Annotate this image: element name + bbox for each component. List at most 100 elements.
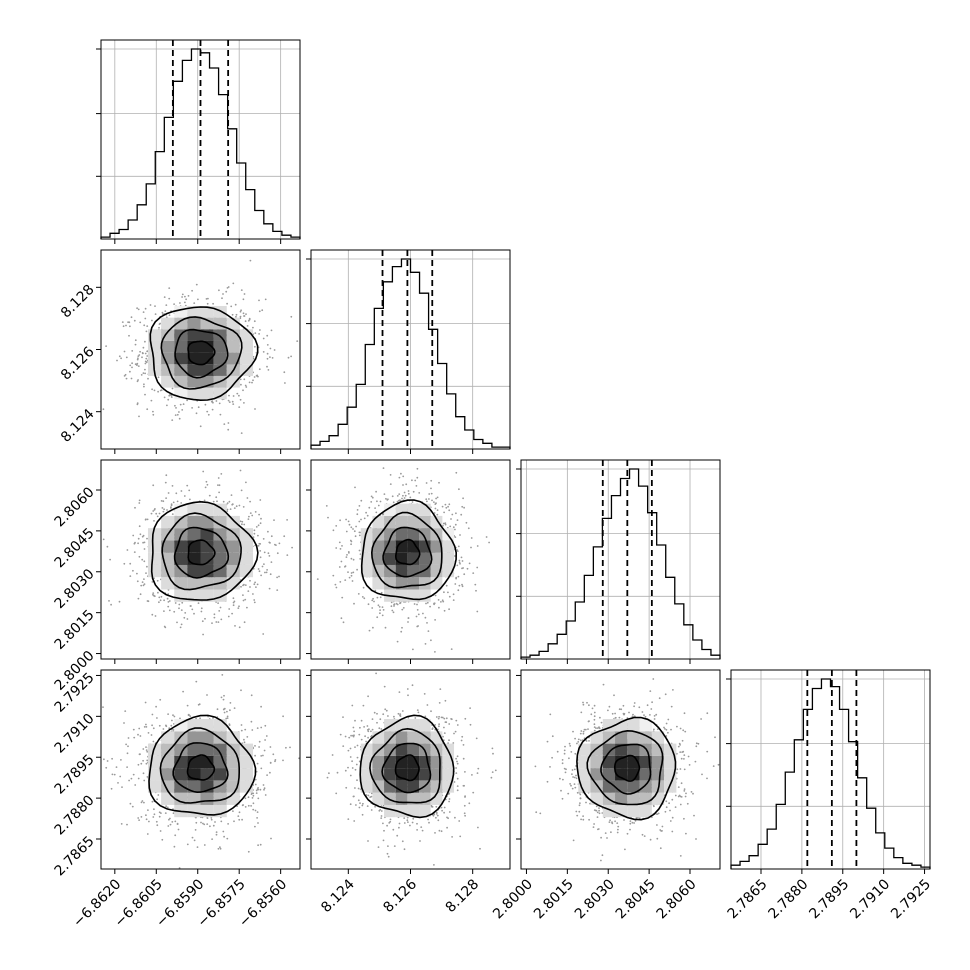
sample-point <box>217 621 220 623</box>
sample-point <box>181 409 184 411</box>
density-cell <box>372 552 385 565</box>
sample-point <box>171 719 173 722</box>
sample-point <box>131 366 133 369</box>
contour-level <box>149 306 259 402</box>
sample-point <box>434 594 437 597</box>
sample-point <box>382 609 385 611</box>
sample-point <box>260 767 263 770</box>
sample-point <box>141 558 144 561</box>
sample-point <box>449 525 452 528</box>
sample-point <box>462 497 464 500</box>
sample-point <box>270 837 272 840</box>
sample-point <box>243 523 246 526</box>
sample-point <box>274 760 276 763</box>
sample-point <box>153 808 155 811</box>
density-cell <box>395 552 408 565</box>
sample-point <box>226 837 229 840</box>
density-cell <box>239 352 254 365</box>
sample-point <box>129 370 131 373</box>
sample-point <box>398 493 401 495</box>
sample-point <box>260 517 262 520</box>
sample-point <box>130 377 133 380</box>
sample-point <box>290 355 292 358</box>
density-cell <box>174 540 188 553</box>
sample-point <box>452 599 455 601</box>
density-cell <box>174 515 188 529</box>
panel-frame <box>310 249 511 450</box>
sample-point <box>448 595 451 598</box>
sample-point <box>278 542 281 545</box>
sample-point <box>474 583 477 586</box>
density-cell <box>187 340 201 353</box>
sample-point <box>431 499 433 502</box>
sample-point <box>144 362 147 365</box>
sample-point <box>354 486 356 489</box>
sample-point <box>379 609 381 611</box>
density-cell <box>187 528 201 541</box>
sample-point <box>141 581 144 583</box>
density-cell <box>360 540 373 553</box>
sample-point <box>247 590 250 592</box>
sample-point <box>345 530 348 533</box>
density-cell <box>442 540 455 553</box>
sample-point <box>461 583 463 586</box>
sample-point <box>138 354 141 356</box>
sample-point <box>287 356 290 359</box>
sample-point <box>172 729 175 731</box>
sample-point <box>395 602 398 605</box>
sample-point <box>146 355 149 357</box>
sample-point <box>428 498 430 500</box>
sample-point <box>123 562 126 565</box>
sample-point <box>105 766 108 769</box>
density-cell <box>395 528 408 541</box>
sample-point <box>144 393 146 396</box>
sample-point <box>376 596 379 599</box>
sample-point <box>129 325 131 328</box>
sample-point <box>146 325 149 327</box>
sample-point <box>412 490 415 493</box>
sample-point <box>231 400 234 403</box>
sample-point <box>138 555 141 558</box>
sample-point <box>180 502 183 504</box>
sample-point <box>227 428 230 431</box>
sample-point <box>383 493 386 495</box>
sample-point <box>348 552 350 554</box>
sample-point <box>228 724 231 726</box>
sample-point <box>339 519 341 522</box>
sample-point <box>162 500 165 503</box>
density-cell <box>226 317 240 330</box>
sample-point <box>223 694 225 697</box>
density-cell <box>174 340 188 353</box>
sample-point <box>254 754 256 757</box>
sample-point <box>448 503 451 506</box>
density-cell <box>226 540 240 553</box>
sample-point <box>178 417 181 420</box>
sample-point <box>238 605 240 608</box>
sample-point <box>246 606 248 609</box>
sample-point <box>141 356 143 359</box>
sample-point <box>141 352 144 354</box>
sample-point <box>355 525 357 528</box>
sample-point <box>254 825 256 828</box>
sample-point <box>232 604 235 607</box>
sample-point <box>264 298 267 301</box>
sample-point <box>156 798 159 801</box>
sample-point <box>204 617 206 620</box>
sample-point <box>245 481 247 484</box>
sample-point <box>144 307 147 310</box>
density-cell <box>239 540 254 553</box>
sample-point <box>201 620 204 623</box>
sample-point <box>175 492 178 495</box>
sample-point <box>398 476 401 479</box>
sample-point <box>231 503 234 506</box>
sample-point <box>170 396 173 398</box>
sample-point <box>180 609 183 611</box>
density-cell <box>407 589 420 602</box>
sample-point <box>146 833 149 835</box>
sample-point <box>238 406 241 408</box>
sample-point <box>358 549 361 552</box>
sample-point <box>418 492 421 494</box>
sample-point <box>253 320 256 323</box>
sample-point <box>197 602 200 604</box>
sample-point <box>178 603 181 606</box>
